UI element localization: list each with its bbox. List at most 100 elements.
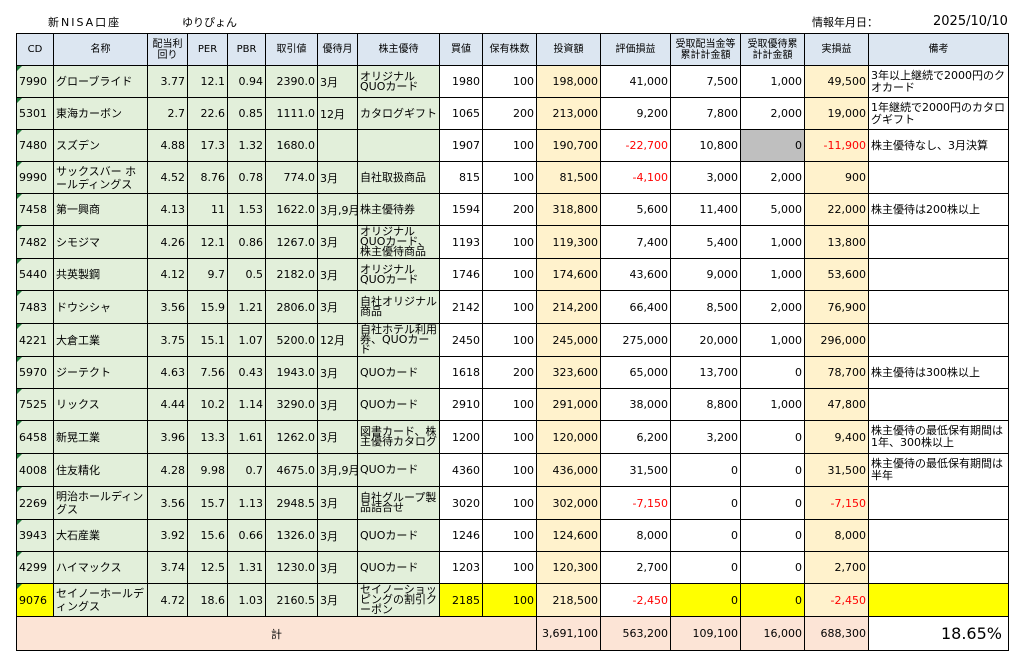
cell-shares[interactable]: 200	[482, 356, 537, 389]
cell-pbr[interactable]: 1.53	[227, 193, 266, 226]
total-invest[interactable]: 3,691,100	[536, 616, 601, 651]
cell-pbr[interactable]: 0.86	[227, 225, 266, 259]
column-header[interactable]: 投資額	[536, 33, 601, 66]
cell-benefit-total[interactable]: 0	[740, 583, 805, 617]
cell-benefit[interactable]: QUOカード	[357, 453, 440, 487]
cell-benefit[interactable]: 自社グループ製品詰合せ	[357, 486, 440, 520]
cell-name[interactable]: スズデン	[53, 129, 148, 162]
cell-shares[interactable]: 200	[482, 193, 537, 226]
cell-price[interactable]: 1326.0	[265, 519, 318, 552]
cell-benefit-month[interactable]: 3月	[317, 65, 358, 98]
cell-name[interactable]: ドウシシャ	[53, 290, 148, 324]
cell-invest[interactable]: 245,000	[536, 323, 601, 357]
cell-benefit-month[interactable]: 3月	[317, 388, 358, 421]
cell-price[interactable]: 2182.0	[265, 258, 318, 291]
cell-shares[interactable]: 100	[482, 65, 537, 98]
cell-code[interactable]: 7525	[16, 388, 54, 421]
column-header[interactable]: CD	[16, 33, 54, 66]
cell-benefit-month[interactable]: 3月	[317, 225, 358, 259]
cell-dividend-total[interactable]: 0	[670, 453, 741, 487]
cell-code[interactable]: 7458	[16, 193, 54, 226]
cell-price[interactable]: 1622.0	[265, 193, 318, 226]
column-header[interactable]: 受取配当金等累計計金額	[670, 33, 741, 66]
cell-shares[interactable]: 100	[482, 583, 537, 617]
cell-benefit-total[interactable]: 0	[740, 486, 805, 520]
cell-benefit-total[interactable]: 0	[740, 519, 805, 552]
cell-invest[interactable]: 119,300	[536, 225, 601, 259]
cell-price[interactable]: 2806.0	[265, 290, 318, 324]
cell-yield[interactable]: 3.74	[147, 551, 188, 584]
cell-name[interactable]: 大石産業	[53, 519, 148, 552]
cell-per[interactable]: 9.7	[187, 258, 228, 291]
cell-name[interactable]: サックスバー ホールディングス	[53, 161, 148, 194]
cell-name[interactable]: 住友精化	[53, 453, 148, 487]
cell-real-pl[interactable]: 9,400	[804, 420, 869, 454]
cell-dividend-total[interactable]: 3,200	[670, 420, 741, 454]
cell-code[interactable]: 5970	[16, 356, 54, 389]
cell-buy-price[interactable]: 1200	[439, 420, 483, 454]
total-div[interactable]: 109,100	[670, 616, 741, 651]
cell-price[interactable]: 1230.0	[265, 551, 318, 584]
cell-benefit-total[interactable]: 1,000	[740, 65, 805, 98]
cell-benefit[interactable]: オリジナルQUOカード	[357, 258, 440, 291]
cell-yield[interactable]: 3.96	[147, 420, 188, 454]
cell-per[interactable]: 12.1	[187, 65, 228, 98]
cell-yield[interactable]: 4.26	[147, 225, 188, 259]
cell-benefit-month[interactable]: 3月	[317, 258, 358, 291]
cell-code[interactable]: 9076	[16, 583, 54, 617]
cell-unrealized-pl[interactable]: -4,100	[600, 161, 671, 194]
cell-code[interactable]: 4221	[16, 323, 54, 357]
cell-code[interactable]: 5440	[16, 258, 54, 291]
cell-note[interactable]	[868, 290, 1009, 324]
cell-benefit[interactable]: セイノーショッピングの割引クーポン	[357, 583, 440, 617]
cell-invest[interactable]: 120,000	[536, 420, 601, 454]
cell-benefit[interactable]: 株主優待券	[357, 193, 440, 226]
cell-dividend-total[interactable]: 20,000	[670, 323, 741, 357]
cell-real-pl[interactable]: 13,800	[804, 225, 869, 259]
cell-yield[interactable]: 4.13	[147, 193, 188, 226]
cell-real-pl[interactable]: -11,900	[804, 129, 869, 162]
cell-unrealized-pl[interactable]: 31,500	[600, 453, 671, 487]
cell-price[interactable]: 1680.0	[265, 129, 318, 162]
cell-buy-price[interactable]: 1594	[439, 193, 483, 226]
cell-buy-price[interactable]: 2910	[439, 388, 483, 421]
cell-unrealized-pl[interactable]: 9,200	[600, 97, 671, 130]
cell-pbr[interactable]: 1.03	[227, 583, 266, 617]
cell-dividend-total[interactable]: 0	[670, 551, 741, 584]
cell-pbr[interactable]: 0.78	[227, 161, 266, 194]
cell-benefit-month[interactable]: 3月	[317, 486, 358, 520]
cell-pbr[interactable]: 1.14	[227, 388, 266, 421]
cell-benefit[interactable]: QUOカード	[357, 356, 440, 389]
cell-invest[interactable]: 174,600	[536, 258, 601, 291]
cell-yield[interactable]: 4.72	[147, 583, 188, 617]
column-header[interactable]: 取引値	[265, 33, 318, 66]
cell-unrealized-pl[interactable]: -7,150	[600, 486, 671, 520]
cell-dividend-total[interactable]: 8,800	[670, 388, 741, 421]
cell-name[interactable]: 大倉工業	[53, 323, 148, 357]
cell-yield[interactable]: 4.52	[147, 161, 188, 194]
cell-benefit-month[interactable]: 3月	[317, 356, 358, 389]
cell-note[interactable]	[868, 486, 1009, 520]
cell-benefit[interactable]: オリジナルQUOカード、株主優待商品	[357, 225, 440, 259]
cell-benefit[interactable]: QUOカード	[357, 388, 440, 421]
cell-buy-price[interactable]: 1907	[439, 129, 483, 162]
cell-pbr[interactable]: 1.31	[227, 551, 266, 584]
cell-benefit-month[interactable]: 3月	[317, 583, 358, 617]
cell-pbr[interactable]: 0.7	[227, 453, 266, 487]
cell-note[interactable]	[868, 161, 1009, 194]
cell-benefit-month[interactable]: 3月	[317, 420, 358, 454]
cell-benefit-total[interactable]: 2,000	[740, 161, 805, 194]
cell-unrealized-pl[interactable]: 6,200	[600, 420, 671, 454]
cell-dividend-total[interactable]: 3,000	[670, 161, 741, 194]
cell-buy-price[interactable]: 2142	[439, 290, 483, 324]
cell-real-pl[interactable]: 78,700	[804, 356, 869, 389]
cell-buy-price[interactable]: 815	[439, 161, 483, 194]
cell-yield[interactable]: 3.75	[147, 323, 188, 357]
cell-benefit-month[interactable]	[317, 129, 358, 162]
cell-code[interactable]: 7483	[16, 290, 54, 324]
cell-real-pl[interactable]: 296,000	[804, 323, 869, 357]
cell-buy-price[interactable]: 1618	[439, 356, 483, 389]
cell-benefit-month[interactable]: 12月	[317, 323, 358, 357]
cell-per[interactable]: 15.1	[187, 323, 228, 357]
cell-per[interactable]: 12.1	[187, 225, 228, 259]
